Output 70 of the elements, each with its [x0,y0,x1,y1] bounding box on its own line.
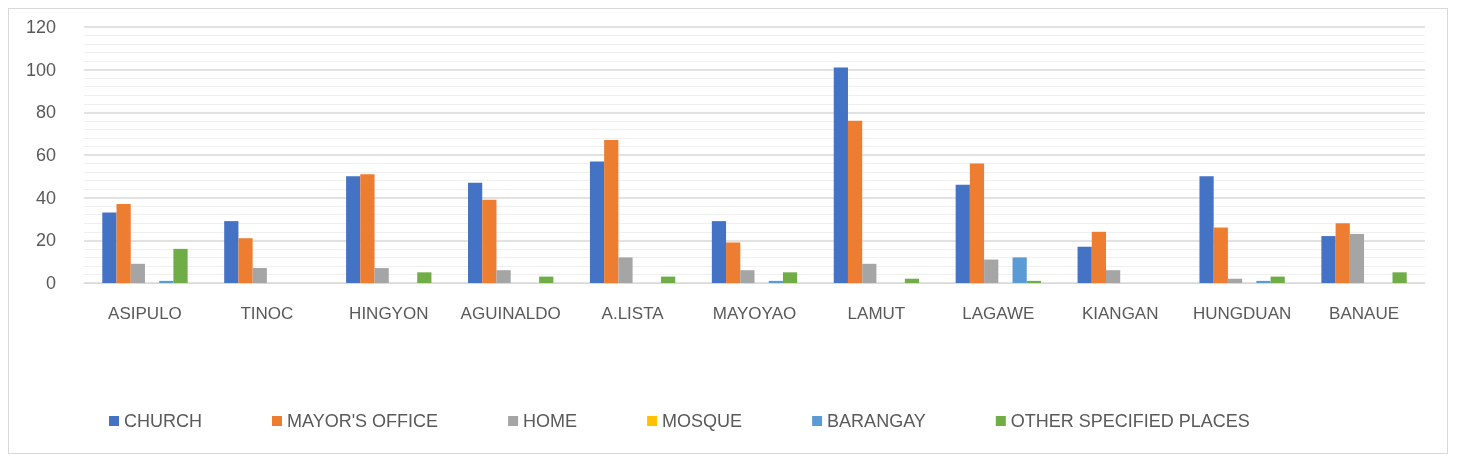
bar [539,276,554,283]
bar [238,238,253,283]
bar [1077,246,1092,283]
bar [417,272,432,283]
bar [782,272,798,283]
legend-label: CHURCH [124,411,202,431]
y-tick-label: 120 [25,17,56,37]
x-tick-label: TINOC [240,304,294,323]
bar [1392,272,1407,283]
y-tick-label: 100 [25,59,56,80]
bar [173,248,188,283]
bar [833,67,848,283]
bar [862,263,877,283]
bar [661,276,676,283]
bar [346,176,361,283]
bar [604,140,619,283]
x-tick-label: KIANGAN [1081,304,1159,323]
bar [102,212,117,283]
x-tick-label: HINGYON [349,304,429,323]
bar [252,268,267,283]
x-tick-label: BANAUE [1329,304,1400,323]
bar [969,163,985,283]
bar [740,270,755,283]
legend-label: OTHER SPECIFIED PLACES [1010,411,1250,431]
bar [496,270,511,283]
bar [847,120,863,283]
legend-label: MOSQUE [662,411,743,431]
bar [159,280,174,283]
bar [768,280,783,283]
bar [1213,227,1228,283]
bar [984,259,999,283]
x-tick-label: MAYOYAO [712,304,797,323]
bar [1091,231,1106,283]
x-tick-label: LAMUT [847,304,906,323]
bar [1199,176,1214,283]
bar [618,257,633,283]
bar [482,199,497,283]
bar [904,278,920,283]
legend-label: HOME [523,411,578,431]
y-tick-label: 60 [35,145,56,165]
bar [1026,280,1041,283]
bar [116,204,131,283]
bar [374,268,389,283]
x-tick-label: HUNGDUAN [1193,304,1292,323]
bar [360,174,375,283]
x-tick-label: LAGAWE [962,304,1035,323]
bar [726,242,741,283]
bar [1106,270,1121,283]
bar [1227,278,1243,283]
x-tick-label: ASIPULO [108,304,182,323]
bar [1349,233,1365,283]
y-tick-label: 40 [35,187,56,208]
legend-label: BARANGAY [827,411,926,431]
y-tick-label: 0 [45,273,56,293]
bar [224,221,239,283]
bar [130,263,145,283]
bar [1335,223,1350,283]
bar [1321,236,1336,283]
bar [589,161,605,283]
bar [711,221,727,283]
bar [1012,257,1027,283]
bar [468,182,483,283]
y-tick-label: 20 [35,230,56,251]
x-tick-label: AGUINALDO [460,304,561,323]
bar [955,184,970,283]
legend-label: MAYOR'S OFFICE [286,411,439,431]
bar [1270,276,1285,283]
bar [1256,280,1271,283]
x-tick-label: A.LISTA [601,304,665,323]
y-tick-label: 80 [35,102,56,123]
